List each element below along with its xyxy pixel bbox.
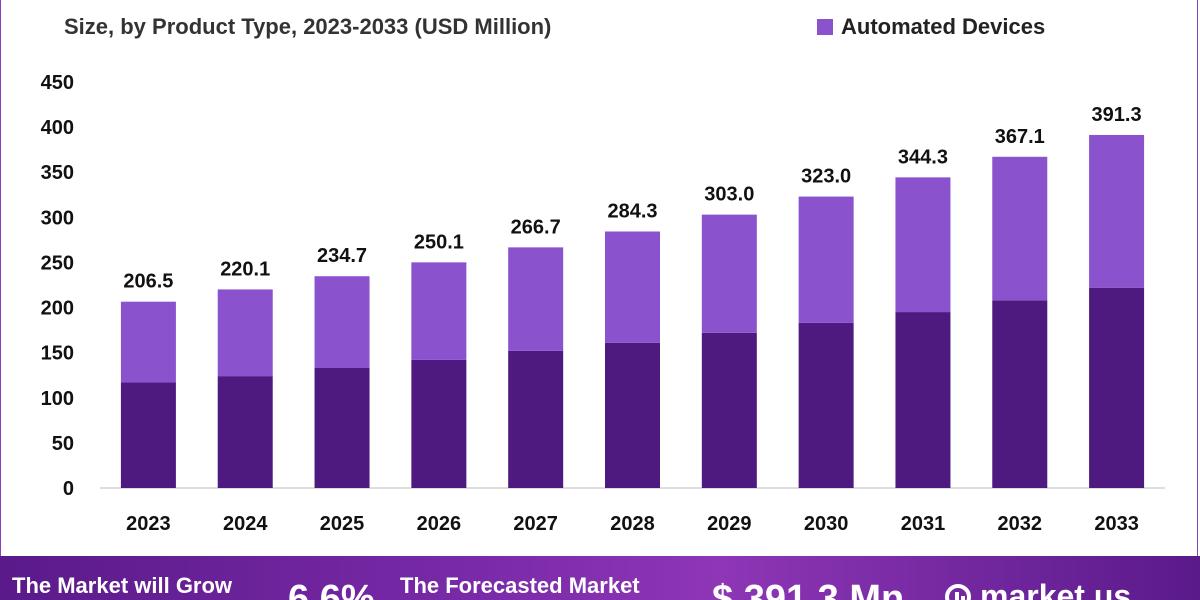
y-tick-label: 0 bbox=[63, 478, 74, 500]
bar-segment-automated-devices bbox=[120, 301, 176, 383]
x-tick-label: 2024 bbox=[223, 513, 268, 535]
bar-segment-base bbox=[798, 322, 854, 488]
y-tick-label: 400 bbox=[41, 117, 74, 139]
bar-segment-base bbox=[701, 332, 757, 488]
y-tick-label: 150 bbox=[41, 343, 74, 365]
bar-segment-automated-devices bbox=[895, 177, 951, 313]
x-tick-label: 2033 bbox=[1094, 513, 1139, 535]
x-tick-label: 2031 bbox=[901, 513, 946, 535]
bar-total-label: 266.7 bbox=[511, 216, 561, 238]
y-tick-label: 300 bbox=[41, 207, 74, 229]
bar-segment-automated-devices bbox=[992, 156, 1048, 301]
bar-segment-base bbox=[895, 312, 951, 488]
footer-banner: The Market will Grow 6.6% The Forecasted… bbox=[0, 556, 1200, 600]
chart-subtitle: Size, by Product Type, 2023-2033 (USD Mi… bbox=[64, 14, 552, 39]
bar-segment-base bbox=[120, 382, 176, 488]
x-tick-label: 2027 bbox=[513, 513, 558, 535]
y-tick-label: 100 bbox=[41, 388, 74, 410]
x-tick-label: 2028 bbox=[610, 513, 655, 535]
bar-segment-automated-devices bbox=[217, 289, 273, 377]
bar-total-label: 344.3 bbox=[898, 146, 948, 168]
brand-logo: market.us bbox=[944, 578, 1131, 600]
bar-segment-automated-devices bbox=[605, 231, 660, 343]
bar-total-label: 220.1 bbox=[220, 258, 270, 280]
footer-forecast-value: $ 391.3 Mn bbox=[712, 578, 905, 600]
y-tick-label: 200 bbox=[41, 298, 74, 320]
bar-total-label: 323.0 bbox=[801, 166, 851, 188]
footer-forecast-text: The Forecasted Market bbox=[400, 573, 640, 598]
x-tick-label: 2032 bbox=[998, 513, 1043, 535]
bar-total-label: 284.3 bbox=[607, 200, 657, 222]
legend-label: Automated Devices bbox=[841, 14, 1046, 39]
bar-segment-base bbox=[605, 342, 660, 488]
bar-segment-automated-devices bbox=[1089, 134, 1145, 288]
x-tick-label: 2025 bbox=[320, 513, 365, 535]
bar-segment-automated-devices bbox=[508, 247, 564, 351]
y-tick-label: 450 bbox=[41, 72, 74, 94]
bar-total-label: 303.0 bbox=[704, 184, 754, 206]
x-tick-label: 2030 bbox=[804, 513, 849, 535]
bar-total-label: 367.1 bbox=[995, 126, 1045, 148]
bar-segment-base bbox=[508, 350, 564, 488]
y-tick-label: 50 bbox=[52, 433, 74, 455]
x-tick-label: 2026 bbox=[417, 513, 462, 535]
stacked-bar-chart: 0 50 100 150 200 250 300 350 400 450 206.5 2023 220.… bbox=[41, 72, 1165, 535]
bar-segment-automated-devices bbox=[411, 262, 467, 360]
legend: Automated Devices bbox=[817, 14, 1045, 40]
bar-total-label: 250.1 bbox=[414, 231, 464, 253]
bar-total-label: 234.7 bbox=[317, 245, 367, 267]
brand-name: market.us bbox=[980, 578, 1132, 600]
x-tick-label: 2029 bbox=[707, 513, 752, 535]
bar-segment-base bbox=[314, 368, 370, 488]
y-tick-label: 350 bbox=[41, 162, 74, 184]
bar-segment-base bbox=[992, 300, 1048, 488]
bar-segment-base bbox=[411, 359, 467, 488]
bar-total-label: 391.3 bbox=[1092, 104, 1142, 126]
market-us-logo-icon bbox=[945, 583, 971, 600]
bar-segment-automated-devices bbox=[798, 196, 854, 323]
bar-segment-base bbox=[1089, 287, 1145, 488]
x-tick-label: 2023 bbox=[126, 513, 171, 535]
legend-swatch bbox=[817, 19, 833, 35]
bar-total-label: 206.5 bbox=[123, 271, 173, 293]
footer-cagr: 6.6% bbox=[288, 578, 375, 600]
bar-segment-automated-devices bbox=[701, 214, 757, 333]
bar-segment-automated-devices bbox=[314, 276, 370, 369]
bar-segment-base bbox=[217, 376, 273, 488]
footer-grow-text: The Market will Grow bbox=[12, 573, 233, 598]
y-tick-label: 250 bbox=[41, 252, 74, 274]
